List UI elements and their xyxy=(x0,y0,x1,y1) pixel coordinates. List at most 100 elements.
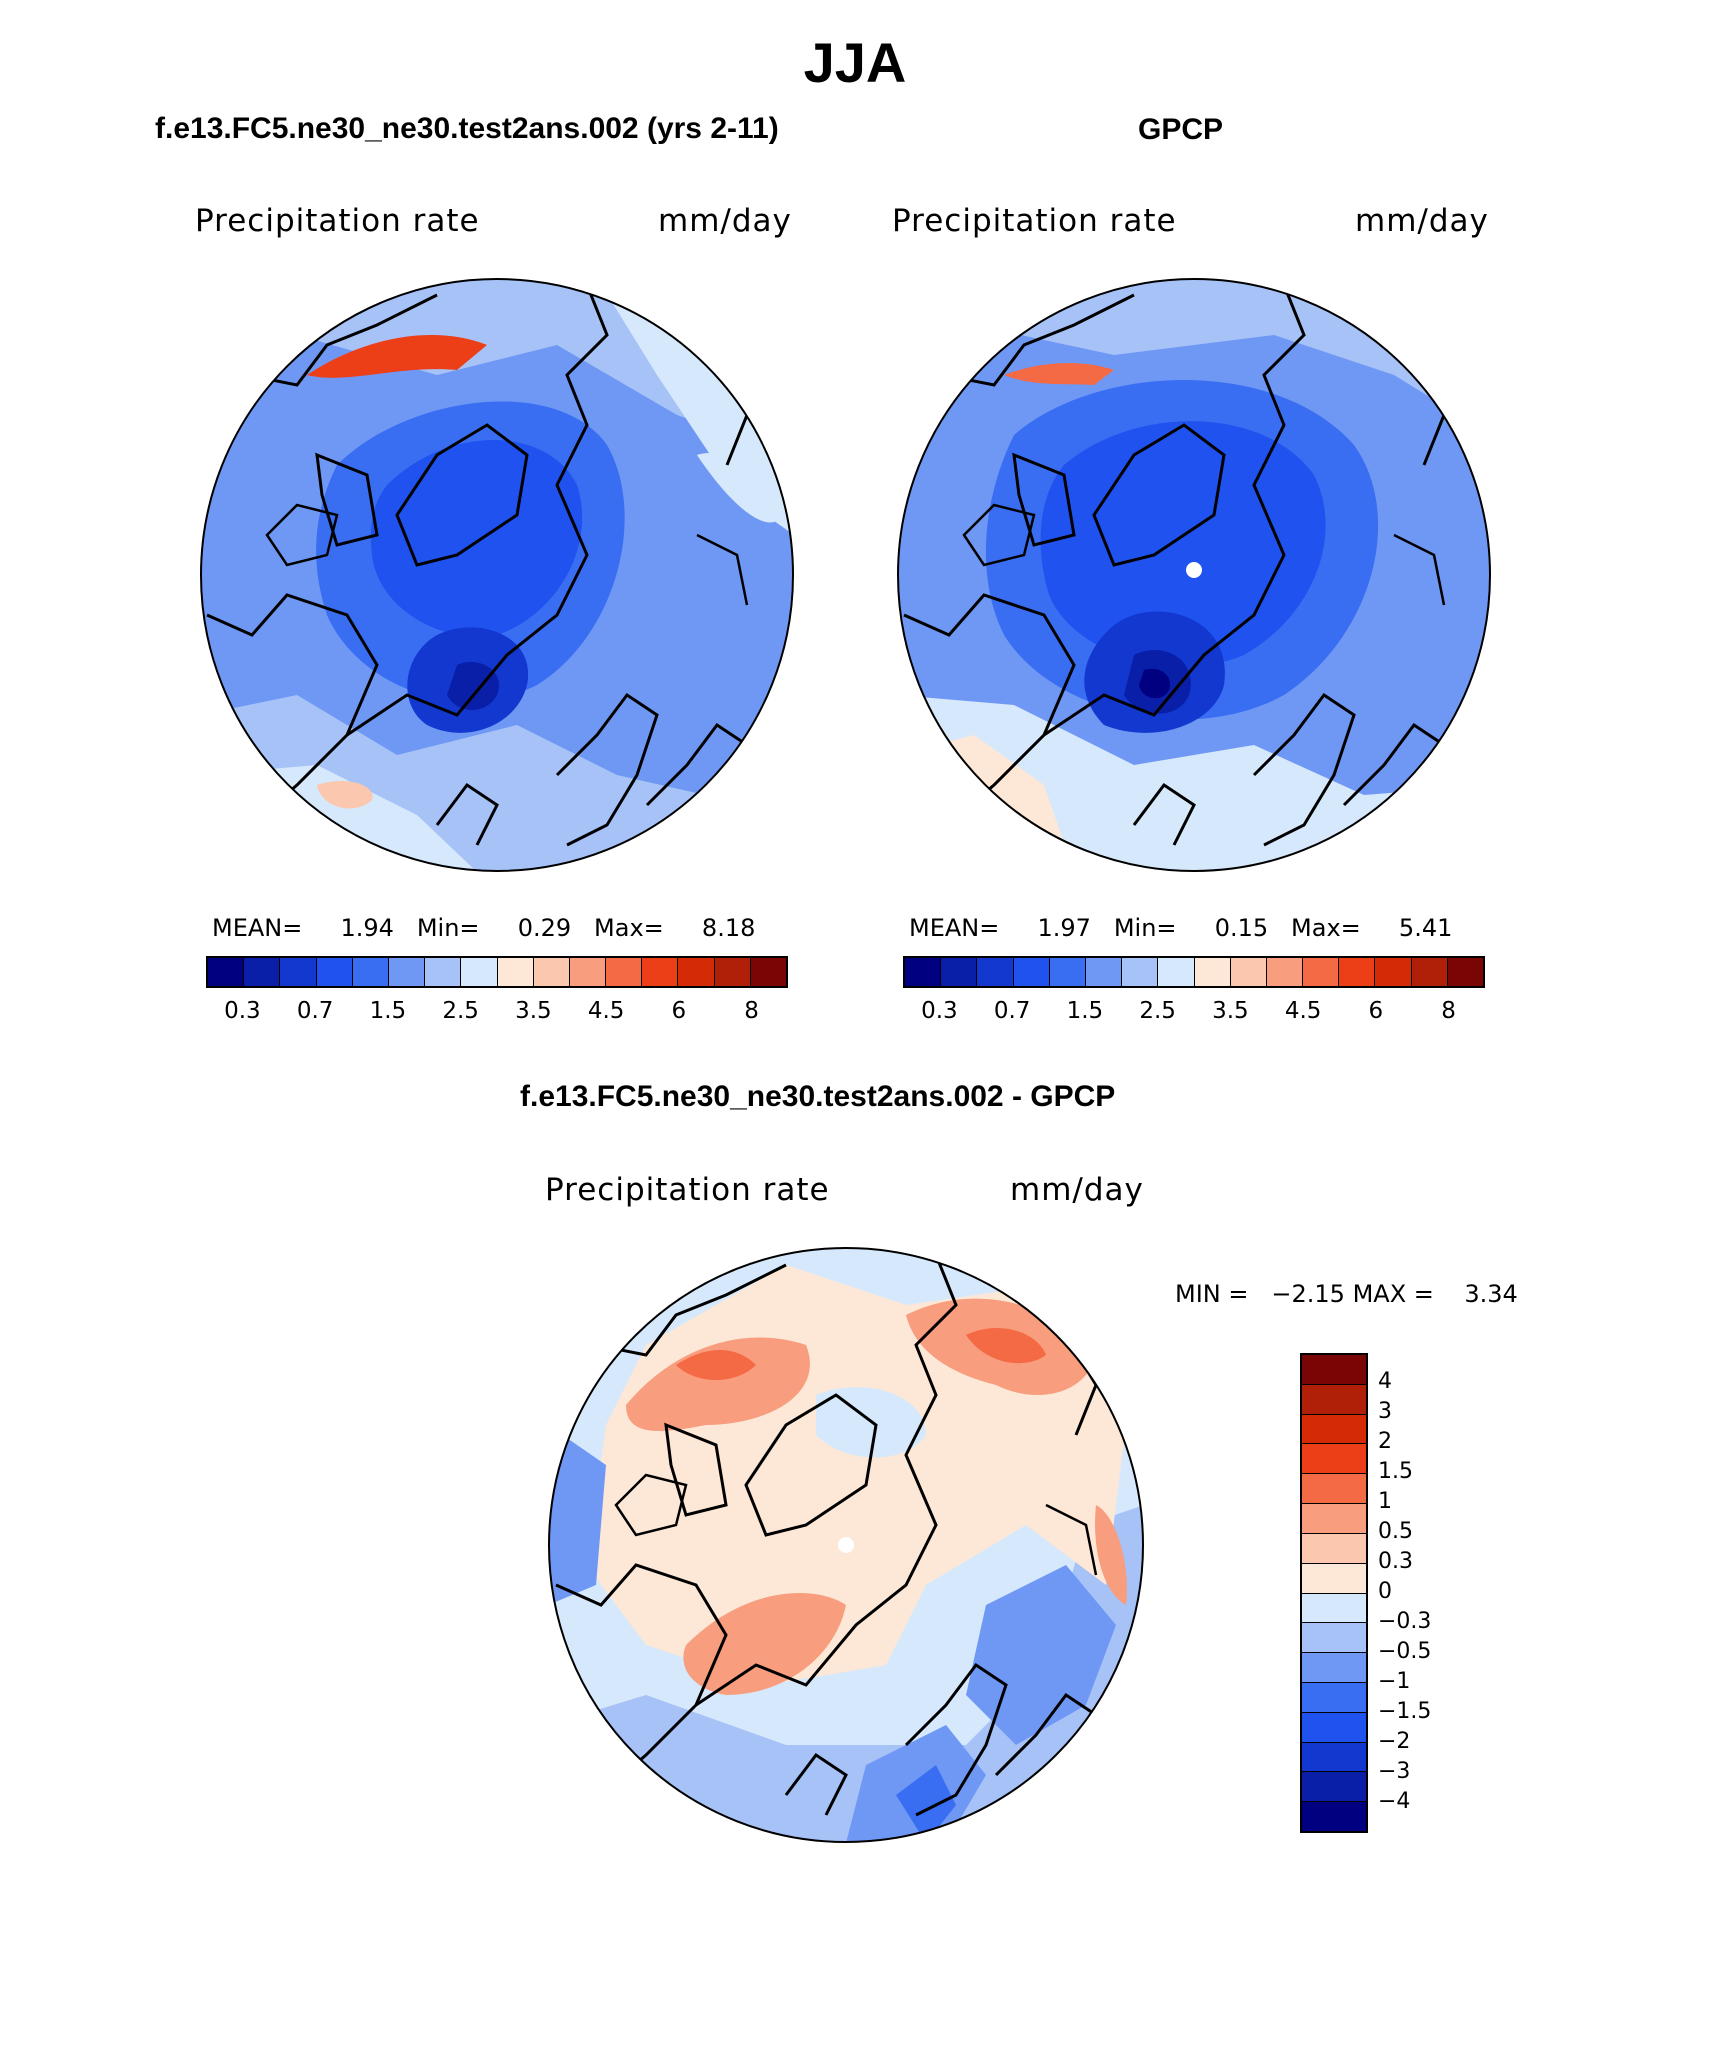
colorbar-swatch xyxy=(280,958,317,986)
obs-max-value: 5.41 xyxy=(1398,914,1453,942)
obs-units-label: mm/day xyxy=(1355,203,1489,239)
colorbar-swatch xyxy=(1411,958,1448,986)
colorbar-swatch xyxy=(1302,1533,1366,1564)
colorbar-swatch xyxy=(461,958,498,986)
model-min-label: Min= xyxy=(416,914,480,942)
colorbar-swatch xyxy=(1194,958,1231,986)
colorbar-tick-label: 4.5 xyxy=(587,998,625,1024)
colorbar-tick-label: 4 xyxy=(1378,1369,1392,1394)
colorbar-swatch xyxy=(1302,1414,1366,1445)
model-mean-value: 1.94 xyxy=(340,914,394,942)
colorbar-swatch xyxy=(1302,1772,1366,1803)
diff-units-label: mm/day xyxy=(1010,1172,1144,1208)
diff-max-value: 3.34 xyxy=(1464,1280,1518,1308)
model-stats: MEAN= 1.94 Min= 0.29 Max= 8.18 xyxy=(212,914,755,942)
contour-band xyxy=(1004,363,1114,385)
contour-band xyxy=(307,335,487,378)
colorbar-tick-label: 1.5 xyxy=(1378,1459,1413,1484)
colorbar-tick-label: 2 xyxy=(1378,1429,1392,1454)
contour-band xyxy=(370,440,583,637)
colorbar-tick-label: 8 xyxy=(1441,998,1456,1024)
colorbar-swatch xyxy=(497,958,534,986)
contour-band xyxy=(447,661,499,710)
pole-missing-marker xyxy=(1186,562,1202,578)
contour-band xyxy=(1139,668,1170,699)
colorbar-swatch xyxy=(1302,1474,1366,1505)
colorbar-swatch xyxy=(977,958,1014,986)
colorbar-swatch xyxy=(1339,958,1376,986)
colorbar-swatch xyxy=(1302,1682,1366,1713)
model-panel-subtitle: f.e13.FC5.ne30_ne30.test2ans.002 (yrs 2-… xyxy=(155,112,779,145)
obs-variable-label: Precipitation rate xyxy=(892,203,1177,239)
contour-band xyxy=(549,1425,606,1605)
colorbar-tick-label: 3 xyxy=(1378,1399,1392,1424)
colorbar-tick-label: 4.5 xyxy=(1284,998,1322,1024)
colorbar-swatch xyxy=(1302,1802,1366,1831)
model-precip-map xyxy=(200,278,794,872)
obs-panel-subtitle: GPCP xyxy=(1138,113,1224,146)
colorbar-tick-label: 2.5 xyxy=(442,998,479,1024)
colorbar-swatch xyxy=(1266,958,1304,986)
colorbar-swatch xyxy=(1230,958,1267,986)
contour-band xyxy=(317,780,373,809)
diff-precip-map xyxy=(548,1247,1144,1843)
contour-band xyxy=(676,1350,756,1380)
colorbar-tick-label: 3.5 xyxy=(1212,998,1249,1024)
contour-band xyxy=(626,1337,810,1431)
colorbar-swatch xyxy=(1158,958,1195,986)
contour-band xyxy=(683,1593,846,1695)
colorbar-swatch xyxy=(1375,958,1412,986)
obs-min-value: 0.15 xyxy=(1214,914,1269,942)
colorbar-tick-label: 3.5 xyxy=(515,998,552,1024)
colorbar-tick-label: −0.3 xyxy=(1378,1609,1432,1634)
colorbar-tick-label: 1.5 xyxy=(1066,998,1104,1024)
pole-missing-marker xyxy=(838,1537,854,1553)
obs-min-label: Min= xyxy=(1113,914,1177,942)
colorbar-swatch xyxy=(1013,958,1050,986)
colorbar-swatch xyxy=(1302,1384,1366,1415)
colorbar-swatch xyxy=(678,958,715,986)
figure-title: JJA xyxy=(803,31,907,94)
colorbar-tick-label: 1 xyxy=(1378,1489,1392,1514)
colorbar-tick-label: 6 xyxy=(671,998,687,1024)
colorbar-swatch xyxy=(1302,1504,1366,1534)
diff-min-value: −2.15 xyxy=(1271,1280,1345,1308)
model-max-label: Max= xyxy=(594,914,664,942)
obs-mean-label: MEAN= xyxy=(909,914,1000,942)
model-max-value: 8.18 xyxy=(701,914,756,942)
colorbar-swatch xyxy=(606,958,643,986)
colorbar-swatch xyxy=(569,958,607,986)
colorbar-swatch xyxy=(1302,1593,1366,1624)
diff-max-label: MAX = xyxy=(1352,1280,1434,1308)
obs-stats: MEAN= 1.97 Min= 0.15 Max= 5.41 xyxy=(909,914,1452,942)
model-min-value: 0.29 xyxy=(517,914,572,942)
colorbar-swatch xyxy=(1085,958,1123,986)
colorbar-swatch xyxy=(1122,958,1159,986)
colorbar-swatch xyxy=(1302,1444,1366,1475)
colorbar-tick-label: 1.5 xyxy=(369,998,407,1024)
obs-colorbar xyxy=(903,956,1485,988)
contour-band xyxy=(966,1327,1046,1364)
diff-variable-label: Precipitation rate xyxy=(545,1172,830,1208)
contour-band xyxy=(1095,1505,1127,1605)
colorbar-swatch xyxy=(425,958,462,986)
colorbar-tick-label: −1 xyxy=(1378,1669,1411,1694)
colorbar-swatch xyxy=(1302,1563,1366,1594)
model-units-label: mm/day xyxy=(658,203,792,239)
colorbar-swatch xyxy=(1303,958,1340,986)
colorbar-swatch xyxy=(941,958,978,986)
colorbar-swatch xyxy=(316,958,353,986)
colorbar-tick-label: −3 xyxy=(1378,1759,1411,1784)
colorbar-tick-label: 0.3 xyxy=(1378,1549,1413,1574)
colorbar-swatch xyxy=(244,958,281,986)
colorbar-swatch xyxy=(1049,958,1086,986)
colorbar-tick-label: −0.5 xyxy=(1378,1639,1432,1664)
model-mean-label: MEAN= xyxy=(212,914,303,942)
colorbar-swatch xyxy=(208,958,245,986)
colorbar-tick-label: 0 xyxy=(1378,1579,1392,1604)
model-colorbar xyxy=(206,956,788,988)
contour-band xyxy=(896,1765,956,1842)
colorbar-tick-label: 0.7 xyxy=(296,998,334,1024)
model-variable-label: Precipitation rate xyxy=(195,203,480,239)
colorbar-swatch xyxy=(905,958,942,986)
